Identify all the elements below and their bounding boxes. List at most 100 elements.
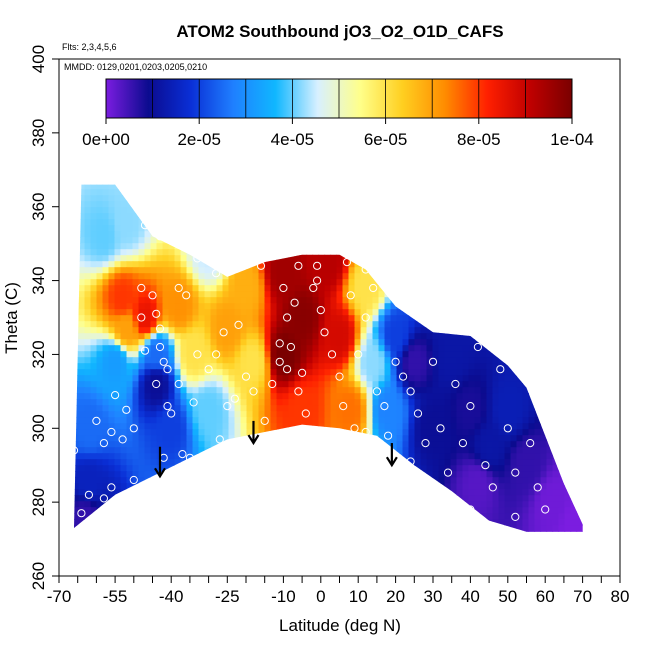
- field-cell: [120, 303, 128, 310]
- field-cell: [498, 399, 506, 406]
- field-cell: [264, 339, 272, 346]
- field-cell: [504, 369, 512, 376]
- field-cell: [450, 477, 458, 484]
- field-cell: [336, 375, 344, 382]
- field-cell: [522, 381, 530, 388]
- field-cell: [534, 393, 542, 400]
- field-cell: [408, 357, 416, 364]
- field-cell: [228, 375, 236, 382]
- field-cell: [522, 267, 530, 274]
- field-cell: [252, 327, 260, 334]
- field-cell: [480, 261, 488, 268]
- field-cell: [390, 369, 398, 376]
- field-cell: [474, 351, 482, 358]
- field-cell: [120, 435, 128, 442]
- field-cell: [180, 471, 188, 478]
- field-cell: [348, 249, 356, 256]
- field-cell: [294, 459, 302, 466]
- field-cell: [558, 495, 566, 502]
- field-cell: [168, 327, 176, 334]
- field-cell: [432, 453, 440, 460]
- field-cell: [312, 387, 320, 394]
- field-cell: [174, 375, 182, 382]
- field-cell: [480, 291, 488, 298]
- field-cell: [246, 483, 254, 490]
- field-cell: [318, 441, 326, 448]
- field-cell: [384, 483, 392, 490]
- field-cell: [493, 177, 500, 184]
- field-cell: [145, 177, 152, 184]
- field-cell: [564, 423, 572, 430]
- field-cell: [252, 243, 260, 250]
- field-cell: [558, 327, 566, 334]
- field-cell: [270, 219, 278, 226]
- field-cell: [204, 303, 212, 310]
- field-cell: [396, 309, 404, 316]
- field-cell: [138, 399, 146, 406]
- field-cell: [102, 225, 110, 232]
- field-cell: [348, 321, 356, 328]
- field-cell: [510, 375, 518, 382]
- field-cell: [252, 237, 260, 244]
- field-cell: [576, 303, 583, 310]
- field-cell: [264, 459, 272, 466]
- field-cell: [534, 399, 542, 406]
- field-cell: [330, 291, 338, 298]
- field-cell: [186, 483, 194, 490]
- field-cell: [444, 447, 452, 454]
- field-cell: [162, 219, 170, 226]
- field-cell: [150, 387, 158, 394]
- field-cell: [583, 177, 590, 184]
- field-cell: [246, 315, 254, 322]
- field-cell: [108, 351, 116, 358]
- field-cell: [486, 225, 494, 232]
- field-cell: [546, 184, 554, 190]
- field-cell: [312, 369, 320, 376]
- field-cell: [384, 411, 392, 418]
- field-cell: [240, 459, 248, 466]
- field-cell: [366, 447, 374, 454]
- field-cell: [240, 207, 248, 214]
- field-cell: [570, 243, 578, 250]
- field-cell: [336, 441, 344, 448]
- field-cell: [522, 327, 530, 334]
- field-cell: [204, 363, 212, 370]
- field-cell: [270, 207, 278, 214]
- field-cell: [342, 315, 350, 322]
- field-cell: [510, 447, 518, 454]
- field-cell: [108, 339, 116, 346]
- field-cell: [522, 237, 530, 244]
- field-cell: [204, 351, 212, 358]
- field-cell: [240, 327, 248, 334]
- field-cell: [528, 501, 536, 508]
- field-cell: [474, 429, 482, 436]
- field-cell: [564, 357, 572, 364]
- field-cell: [102, 333, 110, 340]
- field-cell: [84, 441, 92, 448]
- field-cell: [144, 459, 152, 466]
- field-cell: [96, 441, 104, 448]
- field-cell: [258, 495, 266, 502]
- field-cell: [528, 489, 536, 496]
- field-cell: [462, 465, 470, 472]
- field-cell: [516, 201, 524, 208]
- field-cell: [390, 321, 398, 328]
- field-cell: [168, 501, 176, 508]
- field-cell: [216, 213, 224, 220]
- field-cell: [528, 225, 536, 232]
- field-cell: [174, 291, 182, 298]
- field-cell: [486, 423, 494, 430]
- field-cell: [126, 507, 134, 514]
- field-cell: [336, 405, 344, 412]
- field-cell: [456, 184, 464, 190]
- field-cell: [348, 201, 356, 208]
- field-cell: [300, 279, 308, 286]
- field-cell: [420, 297, 428, 304]
- field-cell: [198, 369, 206, 376]
- field-cell: [294, 393, 302, 400]
- field-cell: [108, 225, 116, 232]
- field-cell: [324, 189, 332, 196]
- field-cell: [144, 201, 152, 208]
- field-cell: [426, 369, 434, 376]
- field-cell: [222, 261, 230, 268]
